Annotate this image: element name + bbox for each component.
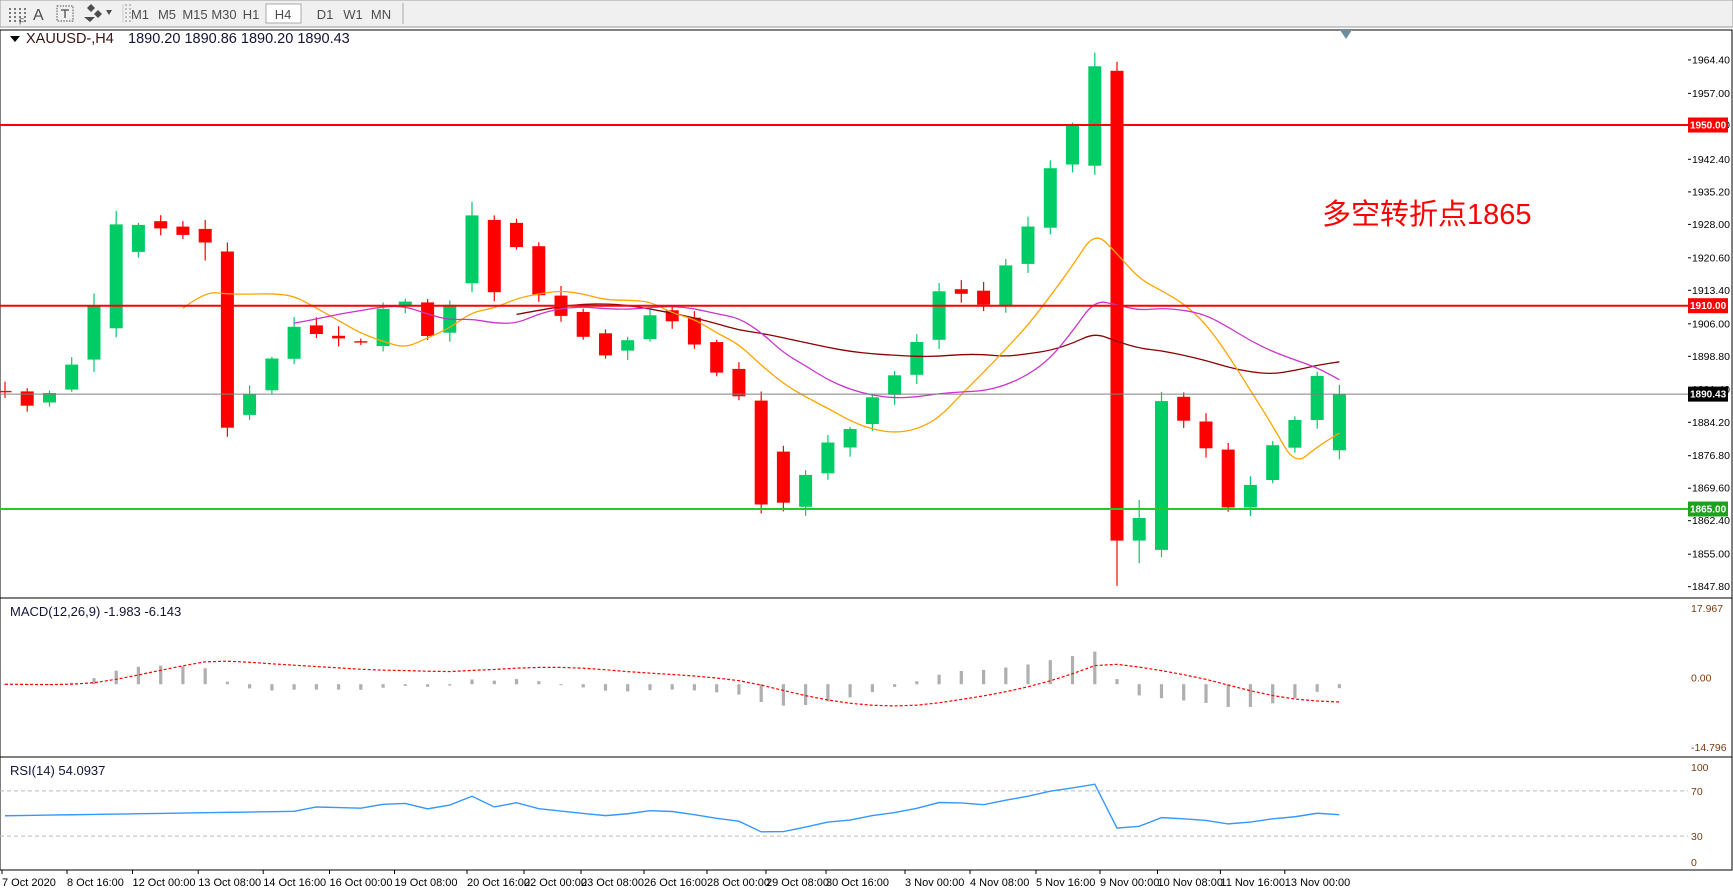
- svg-text:1865.00: 1865.00: [1690, 505, 1727, 516]
- svg-text:13 Oct 08:00: 13 Oct 08:00: [198, 877, 261, 889]
- svg-text:W1: W1: [343, 7, 363, 22]
- svg-text:16 Oct 00:00: 16 Oct 00:00: [330, 877, 393, 889]
- svg-text:14 Oct 16:00: 14 Oct 16:00: [263, 877, 326, 889]
- svg-text:1913.40: 1913.40: [1692, 285, 1730, 297]
- svg-text:1957.00: 1957.00: [1692, 88, 1730, 100]
- svg-text:70: 70: [1691, 786, 1703, 798]
- svg-text:3 Nov 00:00: 3 Nov 00:00: [905, 877, 964, 889]
- svg-text:0: 0: [1691, 857, 1697, 869]
- svg-text:1890.43: 1890.43: [1690, 390, 1727, 401]
- svg-text:12 Oct 00:00: 12 Oct 00:00: [133, 877, 196, 889]
- svg-text:23 Oct 08:00: 23 Oct 08:00: [581, 877, 644, 889]
- svg-text:1935.20: 1935.20: [1692, 186, 1730, 198]
- svg-text:F: F: [19, 17, 24, 27]
- svg-text:20 Oct 16:00: 20 Oct 16:00: [467, 877, 530, 889]
- svg-text:M30: M30: [211, 7, 236, 22]
- svg-text:9 Nov 00:00: 9 Nov 00:00: [1100, 877, 1159, 889]
- svg-text:7 Oct 2020: 7 Oct 2020: [2, 877, 56, 889]
- svg-text:MACD(12,26,9) -1.983 -6.143: MACD(12,26,9) -1.983 -6.143: [10, 604, 181, 619]
- svg-text:D1: D1: [317, 7, 334, 22]
- svg-text:1855.00: 1855.00: [1692, 549, 1730, 561]
- svg-text:-14.796: -14.796: [1691, 742, 1727, 754]
- svg-text:1950.00: 1950.00: [1690, 121, 1727, 132]
- svg-text:M15: M15: [182, 7, 207, 22]
- svg-text:26 Oct 16:00: 26 Oct 16:00: [644, 877, 707, 889]
- svg-text:1876.80: 1876.80: [1692, 450, 1730, 462]
- svg-text:22 Oct 00:00: 22 Oct 00:00: [524, 877, 587, 889]
- svg-text:1890.20 1890.86 1890.20 1890.4: 1890.20 1890.86 1890.20 1890.43: [128, 31, 350, 47]
- svg-text:30 Oct 16:00: 30 Oct 16:00: [826, 877, 889, 889]
- svg-text:1862.40: 1862.40: [1692, 515, 1730, 527]
- svg-text:1869.60: 1869.60: [1692, 483, 1730, 495]
- svg-text:1898.80: 1898.80: [1692, 351, 1730, 363]
- svg-text:A: A: [33, 7, 44, 24]
- svg-text:XAUUSD-,H4: XAUUSD-,H4: [26, 31, 114, 47]
- svg-text:5 Nov 16:00: 5 Nov 16:00: [1036, 877, 1095, 889]
- svg-text:M1: M1: [131, 7, 149, 22]
- svg-text:29 Oct 08:00: 29 Oct 08:00: [766, 877, 829, 889]
- svg-text:4 Nov 08:00: 4 Nov 08:00: [970, 877, 1029, 889]
- svg-text:8 Oct 16:00: 8 Oct 16:00: [67, 877, 124, 889]
- svg-text:1964.40: 1964.40: [1692, 54, 1730, 66]
- svg-text:28 Oct 00:00: 28 Oct 00:00: [707, 877, 770, 889]
- svg-text:10 Nov 08:00: 10 Nov 08:00: [1158, 877, 1223, 889]
- svg-text:1847.80: 1847.80: [1692, 581, 1730, 593]
- svg-text:1884.20: 1884.20: [1692, 417, 1730, 429]
- svg-text:多空转折点1865: 多空转折点1865: [1322, 198, 1532, 231]
- svg-text:19 Oct 08:00: 19 Oct 08:00: [395, 877, 458, 889]
- svg-text:1942.40: 1942.40: [1692, 154, 1730, 166]
- svg-text:100: 100: [1691, 762, 1709, 774]
- svg-text:0.00: 0.00: [1691, 673, 1712, 685]
- svg-text:1906.00: 1906.00: [1692, 318, 1730, 330]
- svg-text:MN: MN: [371, 7, 391, 22]
- svg-text:17.967: 17.967: [1691, 603, 1723, 615]
- svg-text:H4: H4: [275, 7, 292, 22]
- svg-text:1910.00: 1910.00: [1690, 301, 1727, 312]
- svg-text:1920.60: 1920.60: [1692, 252, 1730, 264]
- svg-text:RSI(14) 54.0937: RSI(14) 54.0937: [10, 763, 105, 778]
- svg-text:1928.00: 1928.00: [1692, 219, 1730, 231]
- svg-text:13 Nov 00:00: 13 Nov 00:00: [1285, 877, 1350, 889]
- svg-text:H1: H1: [243, 7, 260, 22]
- svg-text:30: 30: [1691, 831, 1703, 843]
- svg-text:M5: M5: [158, 7, 176, 22]
- svg-text:11 Nov 16:00: 11 Nov 16:00: [1220, 877, 1285, 889]
